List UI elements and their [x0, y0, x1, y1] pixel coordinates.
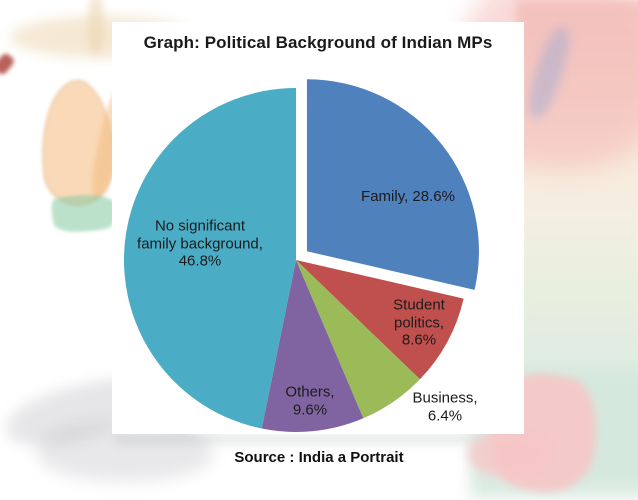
pie-chart	[123, 79, 479, 433]
chart-panel: Graph: Political Background of Indian MP…	[112, 22, 524, 434]
blue-shard-graphic	[521, 23, 577, 122]
lotus-leaf-graphic	[48, 186, 120, 240]
slice-label-no-significant: No significant family background, 46.8%	[137, 217, 263, 270]
slice-label-business: Business, 6.4%	[412, 389, 478, 424]
source-note: Source : India a Portrait	[234, 449, 404, 466]
pie-slice-family	[306, 79, 479, 290]
pie-slice-others	[261, 260, 364, 433]
red-sliver-graphic	[0, 51, 16, 77]
faded-emblem-stem-graphic	[88, 0, 104, 54]
pie-slice-no-significant-family-background	[123, 88, 296, 429]
chart-title: Graph: Political Background of Indian MP…	[143, 33, 493, 52]
slice-label-others: Others, 9.6%	[285, 383, 335, 418]
slice-label-family: Family, 28.6%	[361, 188, 455, 206]
pie-slice-business	[296, 260, 420, 419]
tricolor-wash-graphic	[516, 0, 638, 478]
bjp-lotus-petal-graphic	[33, 76, 121, 210]
pie-slice-student-politics	[296, 260, 464, 380]
slice-label-student-politics: Student politics, 8.6%	[393, 296, 445, 349]
gray-band-graphic	[115, 433, 525, 445]
